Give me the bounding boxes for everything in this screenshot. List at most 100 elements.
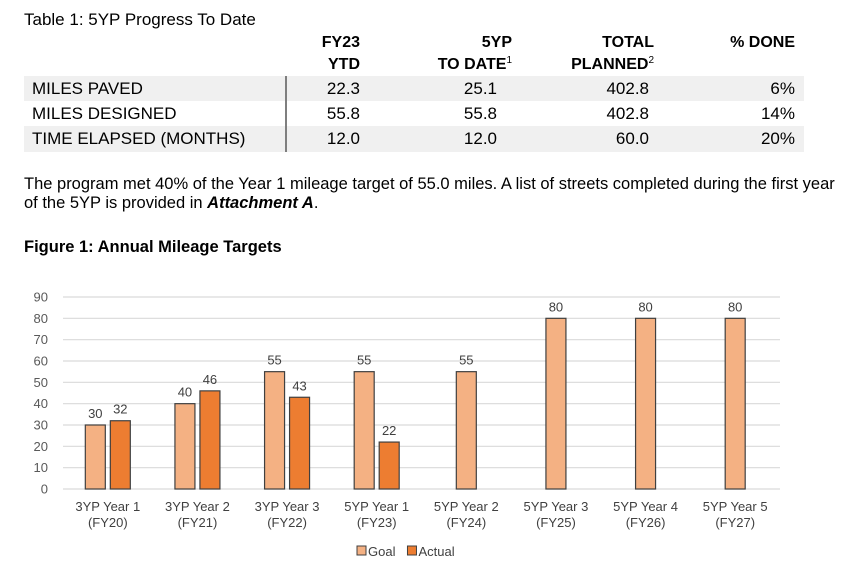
data-label-goal: 55 [357,353,371,368]
header-line: TO DATE [437,56,507,73]
paragraph-text: The program met 40% of the Year 1 mileag… [24,175,835,212]
cell-pct-done: 20% [760,129,795,148]
cell-total-planned: 402.8 [606,79,649,98]
data-label-goal: 80 [638,299,652,314]
table-row: MILES PAVED 22.3 25.1 402.8 6% [24,76,804,101]
legend: Goal Actual [356,544,455,559]
cell-to-date: 25.1 [463,79,497,98]
cell-pct-done: 14% [760,104,795,123]
attachment-reference: Attachment A [207,194,314,212]
x-tick-label: (FY24) [446,515,486,530]
cell-fy23-ytd: 22.3 [326,79,360,98]
legend-swatch-actual [406,545,417,556]
x-tick-label: (FY21) [178,515,218,530]
table-header: FY23 YTD 5YP TO DATE1 TOTAL PLANNED2 % D… [24,32,804,77]
bar-goal [455,371,477,490]
header-fy23-ytd: FY23 YTD [307,32,360,76]
x-tick-label: 5YP Year 2 [434,499,499,514]
x-tick-label: 3YP Year 2 [165,499,230,514]
table-row: TIME ELAPSED (MONTHS) 12.0 12.0 60.0 20% [24,126,804,152]
cell-to-date: 55.8 [463,104,497,123]
data-label-goal: 55 [267,353,281,368]
bar-goal [174,403,196,490]
y-tick-label: 0 [41,482,48,497]
y-tick-label: 60 [34,354,48,369]
cell-to-date: 12.0 [463,129,497,148]
cell-fy23-ytd: 12.0 [326,129,360,148]
x-tick-label: (FY22) [267,515,307,530]
x-tick-label: 5YP Year 5 [703,499,768,514]
y-tick-label: 70 [34,332,48,347]
y-tick-label: 40 [34,396,48,411]
bars [84,317,746,490]
row-label: MILES DESIGNED [32,104,177,123]
bar-actual [288,396,311,490]
summary-paragraph: The program met 40% of the Year 1 mileag… [24,175,844,213]
x-tick-label: (FY27) [715,515,755,530]
header-line: YTD [328,56,360,73]
y-tick-label: 20 [34,439,48,454]
row-label: MILES PAVED [32,79,143,98]
data-label-goal: 55 [459,353,473,368]
legend-swatch-goal [356,545,367,556]
header-line: TOTAL [602,34,654,51]
x-tick-label: 3YP Year 3 [255,499,320,514]
x-tick-label: 5YP Year 4 [613,499,678,514]
header-line: 5YP [481,34,512,51]
cell-total-planned: 60.0 [615,129,649,148]
y-tick-label: 50 [34,375,48,390]
gridlines [63,296,780,490]
x-axis-labels: 3YP Year 1(FY20) 3YP Year 2(FY21) 3YP Year… [75,499,767,530]
legend-label-goal: Goal [368,544,396,559]
data-label-goal: 40 [178,385,192,400]
y-axis-ticks: 0 10 20 30 40 50 60 70 80 90 [34,290,48,497]
cell-total-planned: 402.8 [606,104,649,123]
header-line: FY23 [321,34,360,51]
data-label-actual: 22 [382,423,396,438]
data-label-goal: 30 [88,406,102,421]
bar-actual [109,420,131,490]
header-total-planned: TOTAL PLANNED2 [544,32,654,76]
header-5yp-to-date: 5YP TO DATE1 [404,32,512,76]
cell-pct-done: 6% [770,79,795,98]
table-title: Table 1: 5YP Progress To Date [24,10,256,29]
bar-goal [545,317,567,490]
bar-goal [353,371,375,490]
x-tick-label: (FY25) [536,515,576,530]
header-line: PLANNED [571,56,649,73]
x-tick-label: 5YP Year 1 [344,499,409,514]
bar-goal [724,317,746,490]
figure-title: Figure 1: Annual Mileage Targets [24,238,282,256]
y-tick-label: 10 [34,460,48,475]
footnote-marker: 1 [506,55,512,66]
y-tick-label: 30 [34,418,48,433]
bar-goal [84,424,106,490]
legend-label-actual: Actual [418,544,454,559]
x-tick-label: (FY26) [626,515,666,530]
x-tick-label: (FY20) [88,515,128,530]
data-label-actual: 32 [113,402,127,417]
bar-actual [378,441,400,490]
x-tick-label: (FY23) [357,515,397,530]
data-label-actual: 43 [292,378,306,393]
x-tick-label: 3YP Year 1 [75,499,140,514]
bar-goal [263,371,286,490]
table-row: MILES DESIGNED 55.8 55.8 402.8 14% [24,101,804,126]
mileage-bar-chart: 0 10 20 30 40 50 60 70 80 90 30 32 40 46 55 43 55 22 55 80… [34,290,780,559]
header-pct-done: % DONE [684,32,795,54]
bar-goal [634,317,657,490]
data-labels: 30 32 40 46 55 43 55 22 55 80 80 80 [88,299,742,438]
cell-fy23-ytd: 55.8 [326,104,360,123]
row-label: TIME ELAPSED (MONTHS) [32,129,246,148]
paragraph-text: . [313,194,319,212]
footnote-marker: 2 [648,55,654,66]
column-divider [285,76,287,152]
x-tick-label: 5YP Year 3 [524,499,589,514]
y-tick-label: 90 [34,290,48,305]
data-label-actual: 46 [203,372,217,387]
y-tick-label: 80 [34,311,48,326]
bar-actual [199,390,221,490]
header-line: % DONE [730,34,795,51]
data-label-goal: 80 [728,299,742,314]
data-label-goal: 80 [549,299,563,314]
